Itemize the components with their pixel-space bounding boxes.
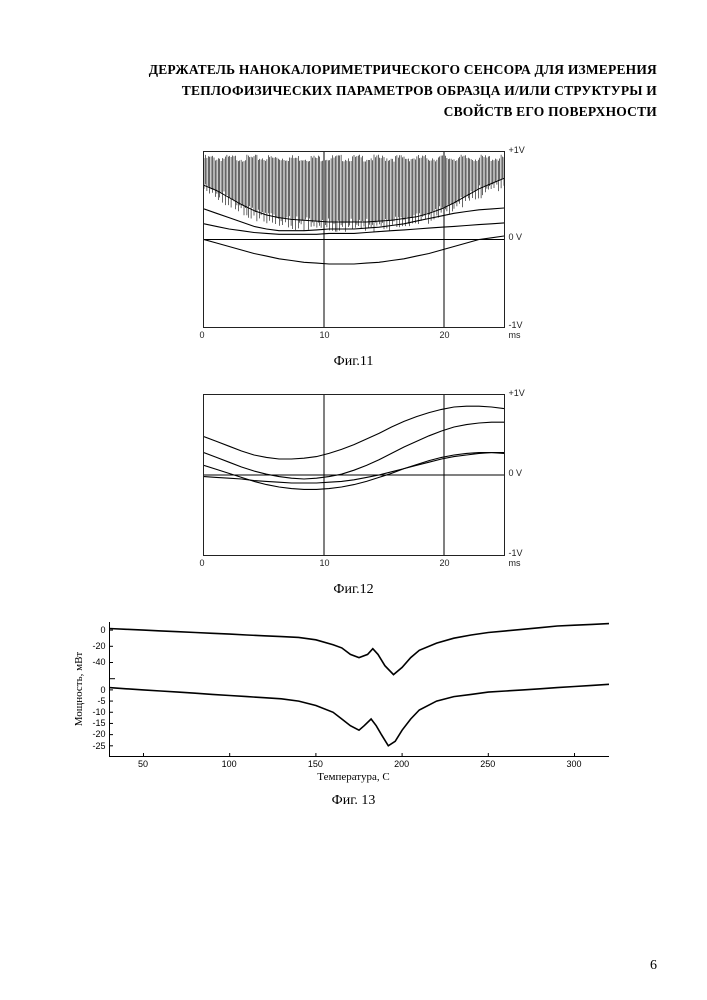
fig12-x-tick: 20	[440, 558, 450, 568]
title-line-2: ТЕПЛОФИЗИЧЕСКИХ ПАРАМЕТРОВ ОБРАЗЦА И/ИЛИ…	[182, 83, 657, 98]
fig12-x-tick: 10	[320, 558, 330, 568]
fig13-y-tick: -5	[97, 696, 108, 706]
fig11-x-unit: ms	[509, 330, 521, 340]
page: ДЕРЖАТЕЛЬ НАНОКАЛОРИМЕТРИЧЕСКОГО СЕНСОРА…	[0, 0, 707, 1000]
fig12-caption: Фиг.12	[333, 582, 373, 598]
fig11-plot-area	[203, 151, 505, 328]
fig13-y-tick: -40	[92, 657, 108, 667]
fig11-svg	[204, 152, 504, 327]
fig12-x-axis-labels: 01020ms	[203, 558, 503, 570]
fig11-caption: Фиг.11	[334, 354, 374, 370]
fig13-svg	[109, 622, 609, 757]
fig13-x-tick: 150	[308, 757, 323, 769]
fig13-x-tick: 100	[222, 757, 237, 769]
fig12-x-tick: 0	[200, 558, 205, 568]
fig13-y-tick: 0	[100, 625, 108, 635]
fig12-y-label: -1V	[509, 548, 523, 558]
fig11-y-label: -1V	[509, 320, 523, 330]
fig13-plot-wrap: Мощность, мВт 0-20-400-5-10-15-20-255010…	[109, 622, 609, 757]
fig11-x-axis-labels: 01020ms	[203, 330, 503, 342]
fig13-y-tick: -20	[92, 729, 108, 739]
fig13-x-tick: 200	[394, 757, 409, 769]
fig13-x-tick: 50	[138, 757, 148, 769]
page-number: 6	[650, 958, 657, 974]
fig12-svg	[204, 395, 504, 555]
title-line-1: ДЕРЖАТЕЛЬ НАНОКАЛОРИМЕТРИЧЕСКОГО СЕНСОРА…	[149, 62, 657, 77]
fig12-y-label: +1V	[509, 388, 525, 398]
title-line-3: СВОЙСТВ ЕГО ПОВЕРХНОСТИ	[444, 104, 657, 119]
fig12-plot-wrap: +1V0 V-1V 01020ms	[203, 394, 505, 570]
fig13-caption: Фиг. 13	[332, 793, 376, 809]
figure-13: Мощность, мВт 0-20-400-5-10-15-20-255010…	[50, 622, 657, 809]
fig13-x-axis-label: Температура, С	[317, 771, 389, 783]
fig13-y-tick: -15	[92, 718, 108, 728]
fig12-y-label: 0 V	[509, 468, 523, 478]
fig13-y-tick: -20	[92, 641, 108, 651]
figure-12: +1V0 V-1V 01020ms Фиг.12	[50, 394, 657, 598]
fig13-x-tick: 300	[567, 757, 582, 769]
figure-11: +1V0 V-1V 01020ms Фиг.11	[50, 151, 657, 370]
fig13-y-tick: -25	[92, 741, 108, 751]
fig11-x-tick: 20	[440, 330, 450, 340]
fig12-x-unit: ms	[509, 558, 521, 568]
fig11-plot-wrap: +1V0 V-1V 01020ms	[203, 151, 505, 342]
fig13-y-axis-label: Мощность, мВт	[73, 652, 85, 726]
fig13-y-tick: 0	[100, 685, 108, 695]
fig13-x-tick: 250	[480, 757, 495, 769]
fig11-x-tick: 10	[320, 330, 330, 340]
fig11-y-label: +1V	[509, 145, 525, 155]
fig13-y-tick: -10	[92, 707, 108, 717]
fig12-plot-area	[203, 394, 505, 556]
fig11-x-tick: 0	[200, 330, 205, 340]
document-title: ДЕРЖАТЕЛЬ НАНОКАЛОРИМЕТРИЧЕСКОГО СЕНСОРА…	[50, 60, 657, 123]
fig11-y-label: 0 V	[509, 232, 523, 242]
